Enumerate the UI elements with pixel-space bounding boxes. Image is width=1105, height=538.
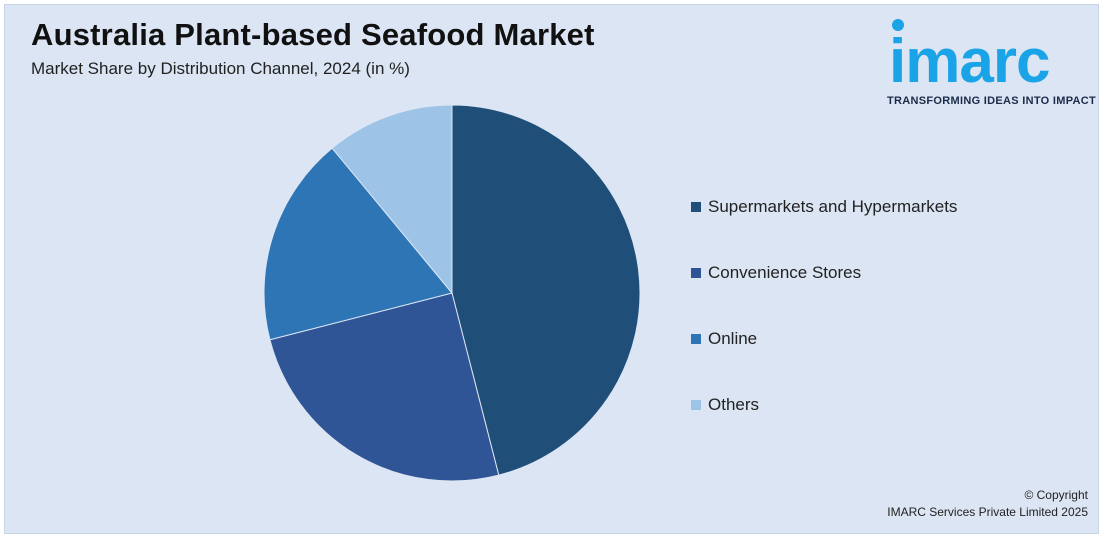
legend-label: Online bbox=[708, 329, 758, 348]
pie-slice-others bbox=[331, 104, 453, 295]
chart-subtitle: Market Share by Distribution Channel, 20… bbox=[31, 59, 410, 78]
legend-swatch bbox=[691, 268, 701, 278]
pie-slice-convenience-stores bbox=[269, 292, 500, 482]
legend-swatch bbox=[691, 202, 701, 212]
logo-wordmark: imarc bbox=[889, 27, 1050, 96]
chart-title: Australia Plant-based Seafood Market bbox=[31, 17, 595, 52]
pie-slice-supermarkets-and-hypermarkets bbox=[451, 104, 641, 476]
pie-chart bbox=[263, 104, 641, 482]
copyright-line-1: © Copyright bbox=[1024, 488, 1088, 502]
copyright-line-2: IMARC Services Private Limited 2025 bbox=[887, 505, 1088, 519]
copyright-notice: © Copyright IMARC Services Private Limit… bbox=[887, 487, 1088, 521]
legend-label: Others bbox=[708, 395, 760, 414]
legend-label: Convenience Stores bbox=[708, 263, 862, 282]
pie-slice-online bbox=[263, 147, 453, 341]
logo-tagline: TRANSFORMING IDEAS INTO IMPACT bbox=[887, 95, 1097, 107]
imarc-logo: imarc TRANSFORMING IDEAS INTO IMPACT bbox=[883, 13, 1097, 109]
legend-swatch bbox=[691, 400, 701, 410]
chart-frame: Australia Plant-based Seafood Market Mar… bbox=[4, 4, 1099, 534]
legend-swatch bbox=[691, 334, 701, 344]
logo-dot-icon bbox=[892, 19, 904, 31]
legend-label: Supermarkets and Hypermarkets bbox=[708, 197, 958, 216]
